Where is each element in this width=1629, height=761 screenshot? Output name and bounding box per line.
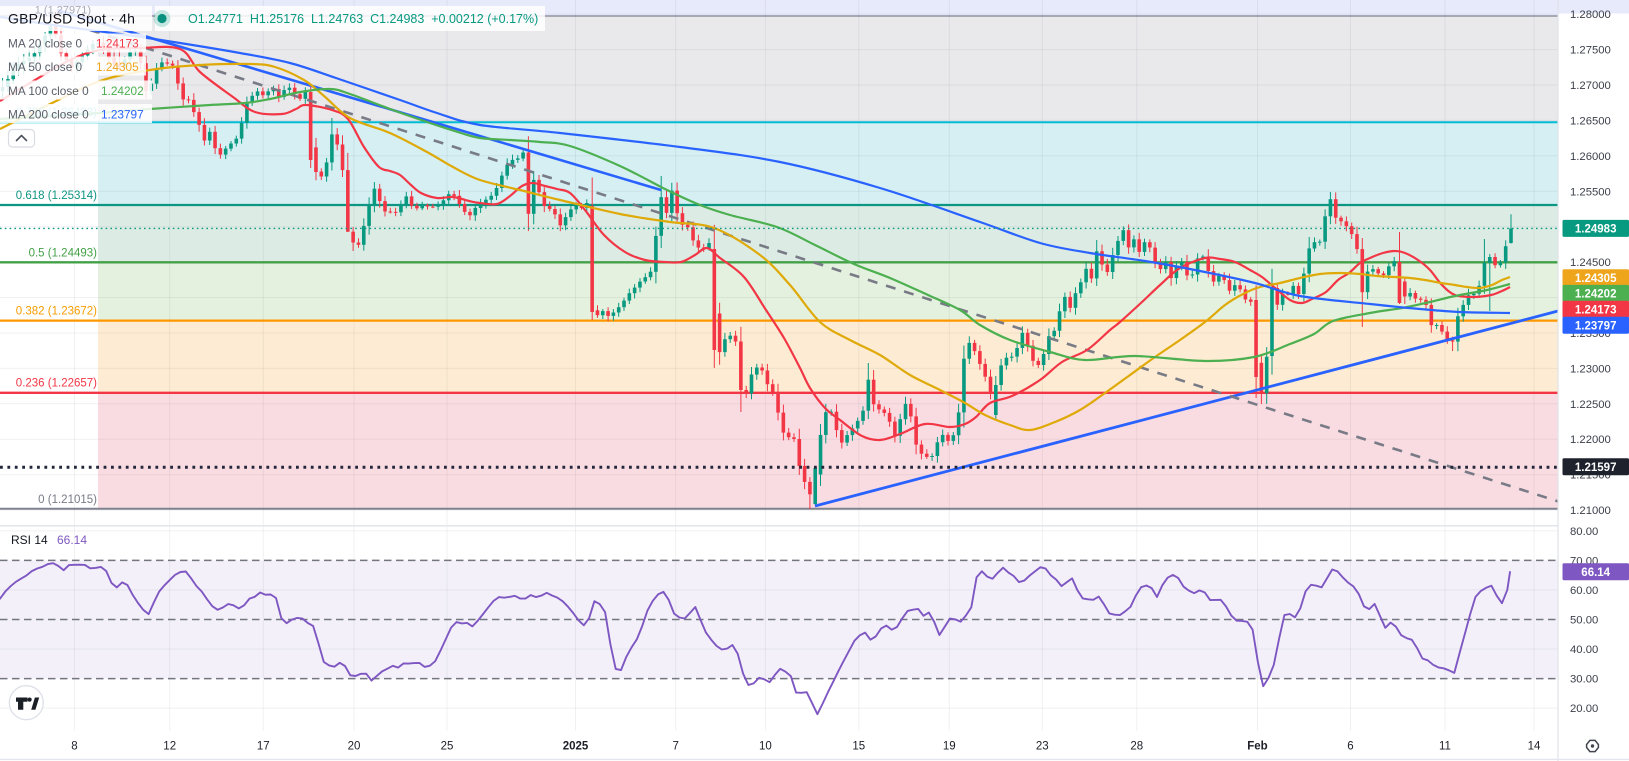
svg-text:0.5 (1.24493): 0.5 (1.24493) [29,247,98,259]
svg-text:O1.24771 H1.25176 L1.24763: O1.24771 H1.25176 L1.24763 C1.24983 +0.0… [188,12,538,26]
svg-text:GBP/USD Spot · 4h: GBP/USD Spot · 4h [8,11,135,27]
svg-text:1.27500: 1.27500 [1570,45,1611,57]
svg-text:MA 200 close 0: MA 200 close 0 [8,108,89,122]
svg-text:2025: 2025 [563,741,589,753]
svg-text:66.14: 66.14 [1581,567,1610,579]
svg-text:8: 8 [71,741,77,753]
svg-text:7: 7 [672,741,678,753]
svg-text:1.25500: 1.25500 [1570,186,1611,198]
svg-text:1.24305: 1.24305 [1575,273,1617,285]
svg-text:11: 11 [1439,741,1451,753]
svg-text:1.24983: 1.24983 [1575,223,1617,235]
svg-text:1.23797: 1.23797 [101,108,144,122]
svg-text:1.26000: 1.26000 [1570,151,1611,163]
svg-text:12: 12 [163,741,176,753]
svg-text:1.27000: 1.27000 [1570,80,1611,92]
svg-text:20: 20 [348,741,361,753]
svg-text:Feb: Feb [1247,741,1267,753]
svg-text:1.24202: 1.24202 [101,84,144,98]
svg-text:20.00: 20.00 [1570,703,1598,715]
svg-text:1.22000: 1.22000 [1570,434,1611,446]
svg-text:0.236 (1.22657): 0.236 (1.22657) [16,378,97,390]
svg-text:MA 20 close 0: MA 20 close 0 [8,37,83,51]
svg-text:RSI 14: RSI 14 [11,533,48,547]
svg-text:1.24305: 1.24305 [96,60,139,74]
svg-text:15: 15 [852,741,865,753]
svg-text:28: 28 [1130,741,1143,753]
svg-text:1.21597: 1.21597 [1575,462,1617,474]
svg-text:1.22500: 1.22500 [1570,399,1611,411]
svg-text:6: 6 [1347,741,1353,753]
svg-text:1.28000: 1.28000 [1570,9,1611,21]
svg-text:0.382 (1.23672): 0.382 (1.23672) [16,306,97,318]
svg-text:1.21000: 1.21000 [1570,505,1611,517]
svg-text:80.00: 80.00 [1570,526,1598,538]
svg-text:1.23000: 1.23000 [1570,363,1611,375]
svg-text:19: 19 [943,741,956,753]
svg-text:40.00: 40.00 [1570,644,1598,656]
svg-text:14: 14 [1528,741,1541,753]
svg-text:1 (1.27971): 1 (1.27971) [35,5,91,17]
svg-text:0 (1.21015): 0 (1.21015) [38,494,97,506]
svg-text:1.24202: 1.24202 [1575,288,1617,300]
svg-text:1.24173: 1.24173 [96,37,139,51]
svg-text:50.00: 50.00 [1570,615,1598,627]
svg-text:1.24173: 1.24173 [1575,304,1617,316]
svg-text:MA 50 close 0: MA 50 close 0 [8,60,83,74]
svg-text:1.26500: 1.26500 [1570,115,1611,127]
svg-text:17: 17 [257,741,270,753]
svg-text:25: 25 [441,741,454,753]
svg-text:66.14: 66.14 [57,533,87,547]
svg-text:MA 100 close 0: MA 100 close 0 [8,84,89,98]
svg-text:1.23797: 1.23797 [1575,320,1617,332]
svg-text:1.24500: 1.24500 [1570,257,1611,269]
svg-text:10: 10 [759,741,772,753]
svg-text:30.00: 30.00 [1570,674,1598,686]
svg-text:23: 23 [1036,741,1049,753]
svg-text:0.618 (1.25314): 0.618 (1.25314) [16,190,97,202]
svg-text:60.00: 60.00 [1570,585,1598,597]
